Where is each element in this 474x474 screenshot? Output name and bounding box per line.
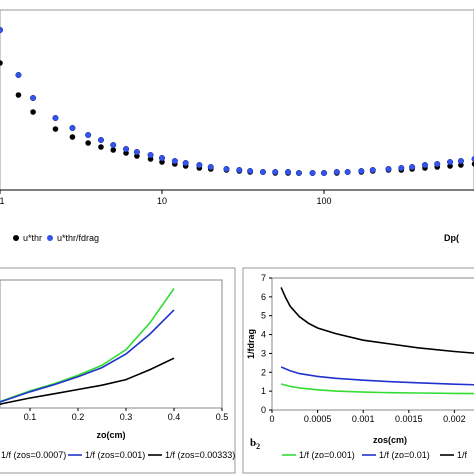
top-series-1-point	[98, 144, 104, 150]
top-series-2-point	[147, 151, 154, 159]
top-x-tick-label: 10	[157, 196, 167, 206]
bl-x-tick-label: 0.1	[24, 412, 37, 422]
top-series-2-point	[457, 157, 464, 165]
top-series-1-point	[0, 60, 3, 66]
top-x-tick-label: 100	[316, 196, 331, 206]
br-y-tick-label: 2	[261, 367, 266, 377]
br-x-tick-label: 0.0005	[304, 414, 332, 424]
br-series-1-line	[280, 383, 474, 395]
top-series-2-point	[52, 114, 59, 122]
top-series-2-point	[309, 169, 316, 177]
br-legend-label: 1/f	[457, 450, 468, 460]
top-series-2-point	[196, 161, 203, 169]
top-legend-label: u*thr	[23, 233, 42, 243]
bl-legend-label: 1/f (zos=0.0007)	[1, 450, 66, 460]
top-series-2-point	[320, 169, 328, 177]
top-series-2-point	[259, 168, 267, 176]
br-y-tick-label: 3	[261, 348, 266, 358]
top-series-2-point	[110, 141, 117, 149]
br-series-3-line	[280, 287, 474, 354]
br-x-tick-label: 0.0015	[395, 414, 423, 424]
top-series-1-point	[30, 109, 36, 115]
br-legend-label: 1/f (zo=0.001)	[299, 450, 355, 460]
br-x-tick-label: 0.001	[352, 414, 375, 424]
top-series-2-point	[447, 158, 454, 166]
bl-x-tick-label: 0.3	[120, 412, 133, 422]
top-series-2-point	[285, 168, 292, 176]
top-series-2-point	[333, 168, 340, 176]
bl-series-2-line	[0, 309, 175, 403]
top-series-2-point	[236, 166, 243, 174]
bl-x-tick-label: 0.4	[168, 412, 181, 422]
top-series-2-point	[133, 148, 140, 156]
top-series-2-point	[272, 168, 279, 176]
top-series-2-point	[30, 94, 37, 102]
top-series-1-point	[52, 126, 59, 132]
top-series-1-point	[15, 92, 22, 98]
top-series-2-point	[207, 163, 214, 171]
top-x-tick-label: 1	[0, 196, 5, 206]
top-series-1-point	[69, 134, 76, 140]
top-series-2-point	[158, 154, 166, 162]
br-outer-border	[242, 267, 474, 474]
bl-outer-border	[0, 267, 236, 474]
top-series-2-point	[97, 136, 105, 144]
top-series-2-point	[171, 157, 178, 165]
top-series-2-point	[295, 169, 302, 177]
top-series-2-point	[434, 160, 441, 168]
bl-x-tick-label: 0.2	[72, 412, 85, 422]
top-series-2-point	[344, 168, 351, 176]
br-plot-frame	[271, 277, 474, 411]
br-panel-label: b2	[250, 437, 260, 451]
br-y-tick-label: 0	[261, 405, 266, 415]
top-series-1-point	[471, 161, 474, 167]
top-series-2-point	[409, 163, 416, 171]
top-series-2-point	[369, 166, 376, 174]
top-series-1-point	[85, 140, 91, 146]
top-series-2-point	[247, 167, 254, 175]
br-y-tick-label: 1	[261, 386, 266, 396]
top-legend-label: u*thr/fdrag	[57, 233, 99, 243]
bottom-left-chart: 0.1 0.2 0.3 0.4 0.5 zo(cm) 1/f (zos=0.0007) 1…	[0, 267, 236, 474]
top-series-1-point	[110, 147, 117, 153]
top-series-2-point	[223, 165, 230, 173]
br-x-tick-label: 0.002	[443, 414, 466, 424]
br-legend-label: 1/f (zo=0.01)	[379, 450, 430, 460]
br-y-tick-label: 7	[261, 273, 266, 283]
top-series-2-point	[398, 164, 405, 172]
top-series-2-point	[358, 167, 365, 175]
top-series-2-point	[385, 165, 392, 173]
top-series-2-point	[69, 124, 76, 132]
bl-series-3-line	[0, 357, 175, 405]
bl-x-tick-label: 0.5	[216, 412, 229, 422]
br-y-axis-label: 1/fdrag	[246, 329, 256, 359]
top-plot-frame	[0, 9, 474, 191]
bl-series-1-line	[0, 288, 175, 403]
top-series-2-point	[15, 71, 22, 79]
top-series-2-point	[182, 159, 189, 167]
br-y-tick-label: 5	[261, 311, 266, 321]
bl-plot-frame	[0, 279, 223, 409]
br-series-2-line	[280, 366, 474, 386]
bl-legend-label: 1/f (zos=0.00333)	[165, 450, 235, 460]
br-y-tick-label: 4	[261, 330, 266, 340]
top-series-2-point	[85, 131, 92, 139]
top-series-2-point	[421, 161, 429, 169]
top-x-axis-label: Dp(	[444, 233, 459, 243]
top-series-2-point	[0, 26, 4, 34]
br-x-tick-label: 0	[269, 414, 274, 424]
bl-x-axis-label: zo(cm)	[97, 430, 126, 440]
top-chart: 1 10 100 Dp( u*thr u*thr/fdrag	[0, 9, 474, 243]
br-y-tick-label: 6	[261, 292, 266, 302]
top-legend-marker	[47, 235, 53, 241]
top-legend-marker	[13, 235, 19, 241]
top-series-2-point	[123, 145, 130, 153]
top-series-2-point	[471, 156, 474, 162]
bl-legend-label: 1/f (zos=0.001)	[85, 450, 145, 460]
br-x-axis-label: zos(cm)	[373, 435, 407, 445]
